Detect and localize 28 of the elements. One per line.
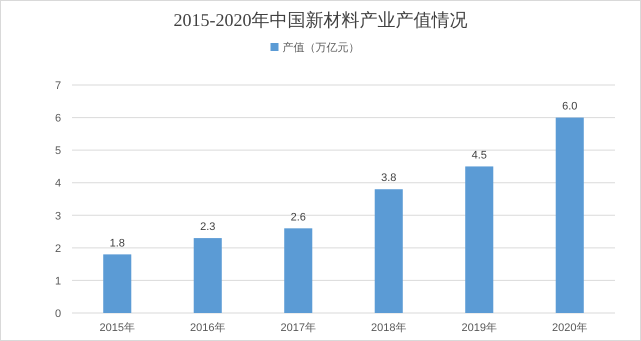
x-tick-label: 2018年 xyxy=(371,322,406,334)
x-tick-label: 2016年 xyxy=(190,322,226,334)
data-label: 6.0 xyxy=(562,100,578,113)
y-tick-label: 1 xyxy=(54,275,62,288)
y-tick-label: 3 xyxy=(54,210,62,222)
bar xyxy=(194,238,222,313)
data-label: 3.8 xyxy=(381,172,396,184)
bar xyxy=(284,228,312,313)
x-tick-label: 2015年 xyxy=(100,322,135,334)
bar xyxy=(374,189,403,313)
y-tick-label: 2 xyxy=(54,242,62,255)
data-label: 4.5 xyxy=(472,149,487,162)
legend-label: 产值（万亿元） xyxy=(282,41,360,54)
x-tick-label: 2019年 xyxy=(462,322,497,334)
x-tick-label: 2020年 xyxy=(552,322,588,334)
y-tick-label: 7 xyxy=(54,80,62,92)
bar xyxy=(556,118,584,313)
data-label: 2.6 xyxy=(290,211,306,224)
chart-title: 2015-2020年中国新材料产业产值情况 xyxy=(174,10,468,30)
data-label: 2.3 xyxy=(200,221,216,234)
y-tick-label: 5 xyxy=(54,145,62,158)
data-label: 1.8 xyxy=(110,237,125,250)
bar xyxy=(465,166,494,313)
y-tick-label: 4 xyxy=(54,178,62,190)
x-tick-label: 2017年 xyxy=(280,322,316,334)
bar xyxy=(103,254,132,313)
y-tick-label: 0 xyxy=(54,308,62,320)
y-tick-label: 6 xyxy=(54,112,62,125)
